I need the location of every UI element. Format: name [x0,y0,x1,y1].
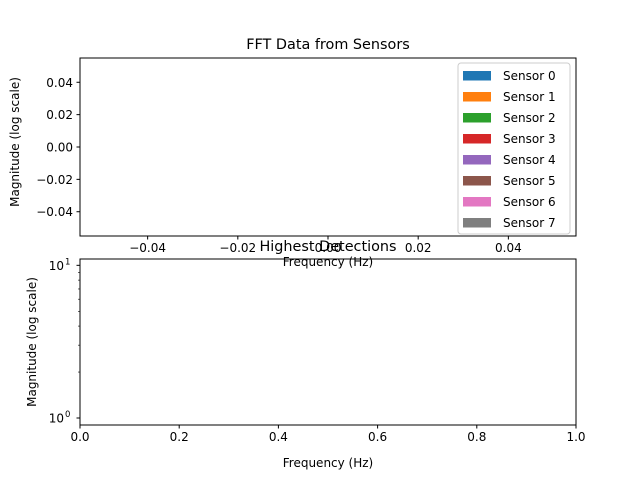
fft-x-axis-label: Frequency (Hz) [283,255,374,269]
fft-y-axis-label: Magnitude (log scale) [8,77,22,207]
legend-entry-label: Sensor 7 [503,216,556,230]
legend-entry-label: Sensor 4 [503,153,556,167]
fft-y-ticks: 0.04 0.02 0.00 −0.02 −0.04 [36,76,80,219]
detections-x-tick-label: 0.0 [70,430,89,444]
fft-x-tick-label: −0.02 [219,241,256,255]
legend-entry-label: Sensor 5 [503,174,556,188]
legend-entry-label: Sensor 2 [503,111,556,125]
fft-y-tick-label: 0.00 [46,141,73,155]
detections-x-tick-label: 0.6 [368,430,387,444]
legend-items: Sensor 0 Sensor 1 Sensor 2 Sensor 3 Sensor 4… [463,69,556,230]
fft-x-tick-label: −0.04 [129,241,166,255]
fft-x-tick-label: 0.04 [495,241,522,255]
legend-entry-label: Sensor 0 [503,69,556,83]
sensor-legend: Sensor 0 Sensor 1 Sensor 2 Sensor 3 Sensor 4… [457,62,571,235]
detections-y-tick-exponent: 1 [65,257,70,267]
fft-y-tick-label: −0.04 [36,205,73,219]
detections-x-tick-label: 0.4 [269,430,288,444]
fft-axes-frame [79,57,577,237]
detections-x-tick-label: 0.8 [467,430,486,444]
fft-x-tick-label: 0.02 [405,241,432,255]
fft-axes: −0.04 −0.02 0.00 0.02 0.04 0.04 0.02 0.00 −0.02… [8,37,577,269]
legend-swatch [463,113,491,123]
fft-chart-title: FFT Data from Sensors [246,37,410,53]
detections-x-axis-label: Frequency (Hz) [283,456,374,470]
legend-swatch [463,134,491,144]
legend-swatch [463,176,491,186]
legend-swatch [463,218,491,228]
fft-x-tick-label: 0.00 [315,241,342,255]
detections-y-tick-label: 10 [49,412,64,426]
fft-y-tick-label: 0.02 [46,108,73,122]
detections-x-tick-label: 0.2 [170,430,189,444]
fft-x-ticks: −0.04 −0.02 0.00 0.02 0.04 [129,236,522,255]
legend-swatch [463,71,491,81]
detections-x-ticks: 0.0 0.2 0.4 0.6 0.8 1.0 [70,425,586,444]
legend-entry-label: Sensor 3 [503,132,556,146]
detections-axes-frame [79,258,577,426]
legend-entry-label: Sensor 1 [503,90,556,104]
legend-swatch [463,155,491,165]
legend-swatch [463,92,491,102]
legend-frame [457,62,571,235]
detections-y-tick-exponent: 0 [65,410,70,420]
detections-chart-title: Highest Detections [259,239,396,255]
fft-y-tick-label: −0.02 [36,173,73,187]
legend-swatch [463,197,491,207]
detections-y-axis-label: Magnitude (log scale) [25,277,39,407]
fft-y-tick-label: 0.04 [46,76,73,90]
detections-y-tick-label: 10 [49,259,64,273]
legend-entry-label: Sensor 6 [503,195,556,209]
detections-x-tick-label: 1.0 [566,430,585,444]
